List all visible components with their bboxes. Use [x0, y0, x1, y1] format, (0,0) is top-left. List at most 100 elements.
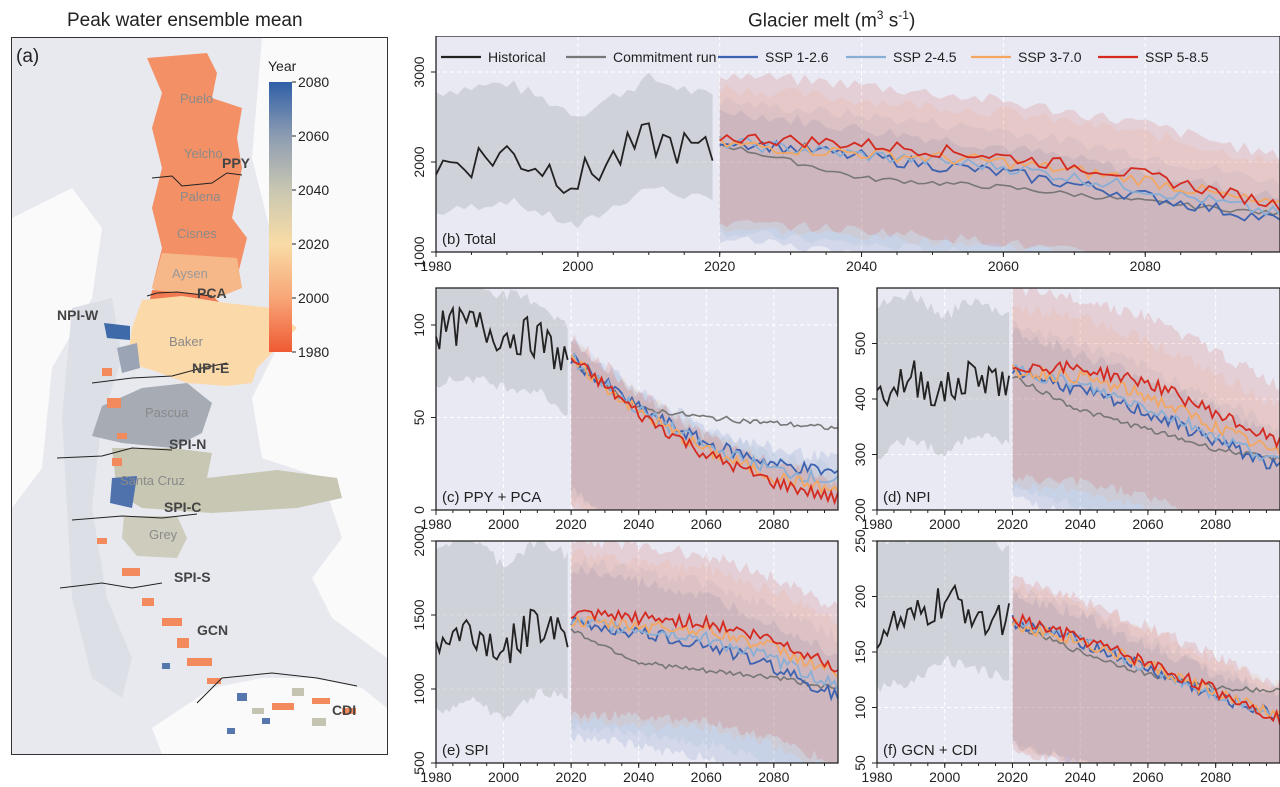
series-line-ssp-5-8-5 — [570, 357, 839, 506]
panel-d: 1980 2000 2020 2040 2060 2080 200 300 400 500 (d) … — [852, 287, 1280, 532]
x-tick-label: 1980 — [861, 769, 892, 785]
panel-e: 1980 2000 2020 2040 2060 2080 500 1000 1500 2000 (… — [411, 525, 839, 785]
series-line-commitment-run — [570, 628, 839, 690]
panel-label-d: (d) NPI — [883, 489, 931, 506]
svg-text:2060: 2060 — [298, 128, 329, 144]
svg-text:Baker: Baker — [169, 334, 204, 349]
npi-west — [104, 323, 130, 340]
band-ssp-5-8-5 — [571, 541, 838, 763]
x-tick-label: 2060 — [691, 769, 722, 785]
panel-label-a: (a) — [16, 46, 39, 67]
band-ssp-3-7-0 — [571, 548, 838, 763]
x-tick-label: 2020 — [556, 516, 587, 532]
svg-text:PCA: PCA — [197, 285, 227, 301]
y-tick-label: 150 — [852, 640, 868, 664]
svg-text:1980: 1980 — [298, 344, 329, 360]
x-tick-label: 1980 — [861, 516, 892, 532]
y-tick-label: 2000 — [411, 525, 427, 556]
band-ssp-2-4-5 — [719, 97, 1280, 252]
series-line-historical — [876, 359, 1010, 408]
x-tick-label: 2040 — [1065, 516, 1096, 532]
chart-title: Glacier melt (m3 s-1) — [748, 8, 916, 32]
legend-label: Historical — [488, 49, 546, 65]
panel-b: 1980 2000 2020 2040 2060 2080 1000 2000 3000 (b) … — [411, 36, 1280, 274]
x-tick-label: 2060 — [1132, 769, 1163, 785]
legend-label: SSP 1-2.6 — [765, 49, 829, 65]
svg-text:2020: 2020 — [298, 236, 329, 252]
x-tick-label: 2080 — [1200, 769, 1231, 785]
panel-c: 1980 2000 2020 2040 2060 2080 0 50 100 (c) PPY + … — [411, 287, 839, 532]
series-line-ssp-3-7-0 — [719, 137, 1280, 204]
y-tick-label: 200 — [852, 585, 868, 609]
y-tick-label: 1000 — [411, 236, 427, 267]
svg-text:GCN: GCN — [197, 622, 228, 638]
y-tick-label: 500 — [852, 332, 868, 356]
land-west — [12, 188, 102, 508]
colorbar — [269, 82, 292, 352]
x-tick-label: 2000 — [488, 769, 519, 785]
ice-fjords — [62, 298, 132, 698]
x-tick-label: 2060 — [988, 258, 1019, 274]
x-tick-label: 2040 — [623, 516, 654, 532]
x-tick-label: 2000 — [929, 769, 960, 785]
y-tick-label: 100 — [411, 313, 427, 337]
tierra-del-fuego — [152, 678, 387, 754]
basin-santa-cruz — [112, 448, 342, 513]
x-tick-label: 2020 — [556, 769, 587, 785]
svg-text:2080: 2080 — [298, 74, 329, 90]
x-tick-label: 2020 — [997, 516, 1028, 532]
npi-glacier — [117, 343, 140, 373]
x-tick-label: 2080 — [758, 516, 789, 532]
basin-aysen — [152, 253, 242, 303]
basin-labels: Puelo Yelcho Palena Cisnes Aysen Baker P… — [120, 91, 223, 542]
y-tick-label: 100 — [852, 696, 868, 720]
svg-text:Santa Cruz: Santa Cruz — [120, 473, 185, 488]
y-tick-label: 200 — [852, 498, 868, 522]
series-line-ssp-1-2-6 — [570, 615, 839, 702]
panel-f: 1980 2000 2020 2040 2060 2080 50 100 150 200 250 (f… — [852, 529, 1280, 785]
basin-puelo-palena — [147, 53, 247, 300]
legend: Historical Commitment run SSP 1-2.6 SSP 2-4… — [441, 49, 1209, 65]
series-line-historical — [435, 608, 569, 664]
x-tick-label: 2080 — [1130, 258, 1161, 274]
svg-text:SPI-C: SPI-C — [164, 499, 201, 515]
band-historical — [877, 289, 1010, 460]
svg-text:NPI-E: NPI-E — [192, 360, 229, 376]
glacier-patches-grey — [252, 688, 326, 726]
colorbar-ticks: 2080 2060 2040 2020 2000 1980 — [292, 74, 329, 360]
series-line-commitment-run — [1012, 375, 1280, 463]
plot-frame — [435, 540, 839, 764]
plot-background — [436, 541, 838, 763]
series-line-ssp-3-7-0 — [1011, 617, 1280, 719]
x-tick-label: 2060 — [1132, 516, 1163, 532]
band-historical — [436, 541, 568, 721]
glacier-patches — [97, 368, 356, 714]
x-tick-label: 2080 — [758, 769, 789, 785]
band-historical — [436, 72, 713, 229]
y-tick-label: 50 — [852, 755, 868, 771]
svg-text:CDI: CDI — [332, 702, 356, 718]
series-line-ssp-1-2-6 — [570, 352, 839, 476]
x-tick-label: 2080 — [1200, 516, 1231, 532]
series-line-ssp-5-8-5 — [570, 607, 839, 673]
spi-c-blue — [110, 476, 137, 508]
basin-baker — [127, 296, 297, 386]
panel-label-f: (f) GCN + CDI — [883, 742, 978, 759]
series-line-ssp-2-4-5 — [570, 617, 839, 693]
svg-text:Cisnes: Cisnes — [177, 226, 217, 241]
svg-text:2000: 2000 — [298, 290, 329, 306]
x-tick-label: 2060 — [691, 516, 722, 532]
band-ssp-3-7-0 — [1012, 304, 1280, 510]
series-line-ssp-5-8-5 — [1011, 612, 1280, 725]
map-svg: Puelo Yelcho Palena Cisnes Aysen Baker P… — [12, 38, 387, 754]
band-ssp-1-2-6 — [571, 564, 838, 763]
x-tick-label: 2000 — [929, 516, 960, 532]
series-line-ssp-2-4-5 — [718, 135, 1280, 217]
svg-text:NPI-W: NPI-W — [57, 307, 99, 323]
x-tick-label: 2000 — [488, 516, 519, 532]
band-historical — [436, 288, 568, 416]
svg-text:SPI-N: SPI-N — [169, 436, 206, 452]
series-line-historical — [435, 122, 714, 195]
x-tick-label: 1980 — [420, 769, 451, 785]
svg-text:Puelo: Puelo — [180, 91, 213, 106]
